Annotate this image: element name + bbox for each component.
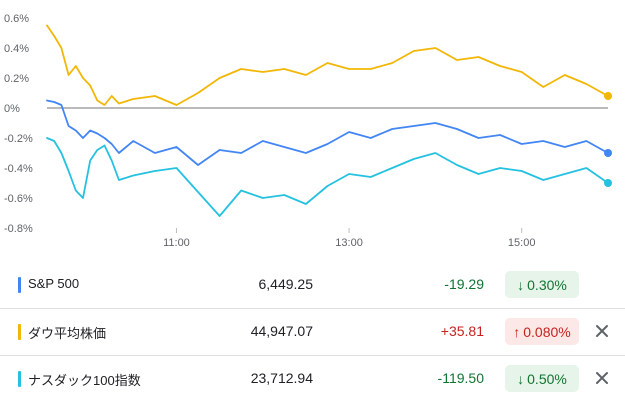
x-tick-label: 13:00 (335, 237, 363, 249)
index-change: +35.81 (440, 323, 484, 339)
y-tick-label: -0.2% (4, 133, 33, 145)
index-list: S&P 500 6,449.25 -19.29 ↓ 0.30% ダウ平均株価 4… (0, 262, 625, 402)
series-color-swatch (18, 371, 21, 387)
percent-change-value: 0.30% (527, 276, 567, 293)
y-tick-label: 0.2% (4, 73, 29, 85)
percent-change-badge: ↓ 0.30% (505, 271, 579, 298)
series-line (46, 137, 609, 217)
index-price: 6,449.25 (258, 276, 314, 292)
index-name: ダウ平均株価 (28, 326, 107, 341)
index-price: 44,947.07 (250, 323, 313, 339)
x-tick-label: 15:00 (508, 237, 536, 249)
index-name: S&P 500 (28, 276, 80, 291)
series-color-swatch (18, 324, 21, 340)
y-tick-label: 0.4% (4, 43, 29, 55)
y-tick-label: -0.6% (4, 193, 33, 205)
percent-change-value: 0.50% (527, 370, 567, 387)
index-change: -19.29 (444, 276, 484, 292)
index-row-sp500[interactable]: S&P 500 6,449.25 -19.29 ↓ 0.30% (0, 262, 625, 309)
arrow-up-icon: ↑ (513, 323, 521, 340)
percent-change-badge: ↓ 0.50% (505, 365, 579, 392)
series-line (46, 24, 609, 106)
percent-change-value: 0.080% (523, 323, 571, 340)
series-end-point (604, 179, 612, 187)
index-row-nasdaq100[interactable]: ナスダック100指数 23,712.94 -119.50 ↓ 0.50% (0, 356, 625, 402)
remove-index-button[interactable] (591, 367, 613, 389)
series-end-point (604, 149, 612, 157)
index-comparison-chart[interactable]: 0.6% 0.4% 0.2% 0% -0.2% -0.4% -0.6% -0.8% 11:00 1… (0, 0, 625, 262)
y-tick-label: -0.8% (4, 223, 33, 235)
chart-svg: 0.6% 0.4% 0.2% 0% -0.2% -0.4% -0.6% -0.8% 11:00 1… (4, 13, 612, 249)
y-tick-label: 0.6% (4, 13, 29, 25)
series-color-swatch (18, 277, 21, 293)
series-end-point (604, 92, 612, 100)
series-line (46, 99, 609, 166)
close-icon (596, 372, 608, 384)
close-icon (596, 325, 608, 337)
x-tick-label: 11:00 (163, 237, 190, 249)
index-name: ナスダック100指数 (28, 373, 141, 388)
remove-index-button[interactable] (591, 320, 613, 342)
arrow-down-icon: ↓ (517, 276, 525, 293)
arrow-down-icon: ↓ (517, 370, 525, 387)
percent-change-badge: ↑ 0.080% (505, 318, 579, 345)
y-tick-label: -0.4% (4, 163, 33, 175)
index-price: 23,712.94 (250, 370, 313, 386)
index-row-dow[interactable]: ダウ平均株価 44,947.07 +35.81 ↑ 0.080% (0, 309, 625, 356)
y-tick-label: 0% (4, 103, 20, 115)
index-change: -119.50 (437, 370, 484, 386)
